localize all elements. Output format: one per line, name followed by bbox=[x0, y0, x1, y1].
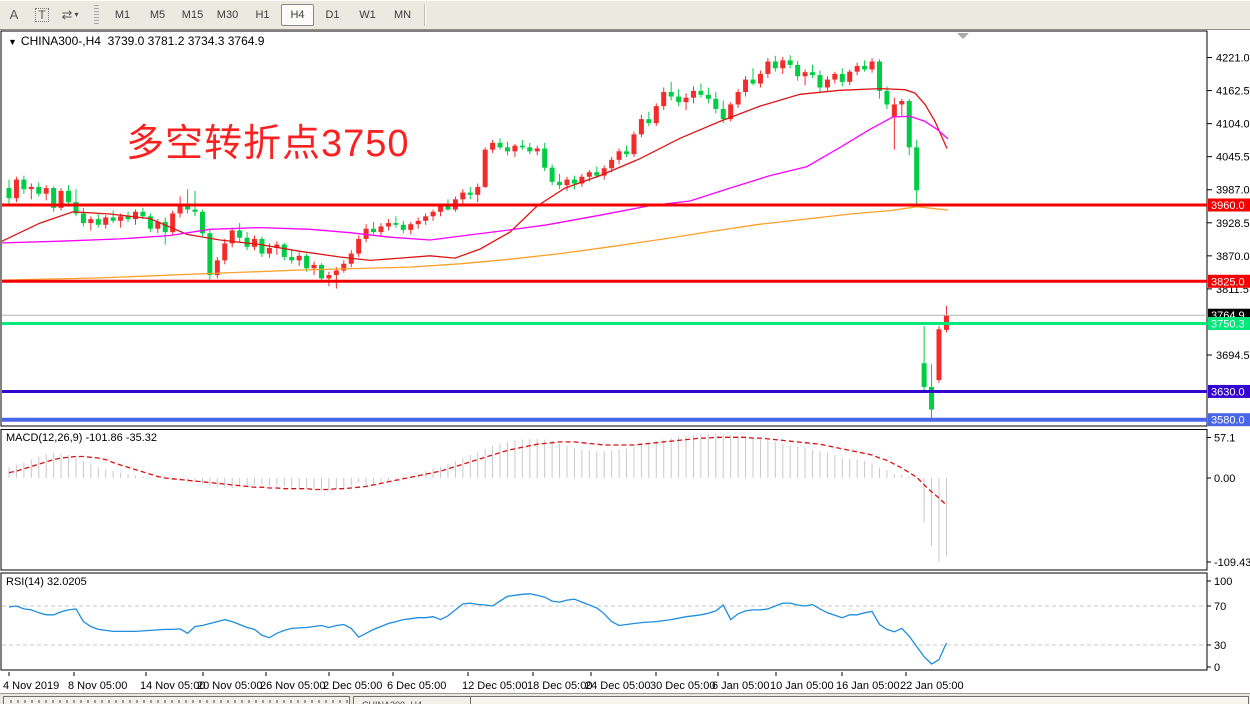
svg-text:3694.5: 3694.5 bbox=[1216, 350, 1250, 362]
tabs-bar-empty-area bbox=[470, 696, 1249, 704]
timeframe-button-group: M1 M5 M15 M30 H1 H4 D1 W1 MN bbox=[105, 3, 420, 26]
indicator-axes: 57.1 0.00 -109.43 100 70 30 0 bbox=[1207, 433, 1250, 674]
horizontal-levels-layer[interactable] bbox=[2, 203, 1207, 422]
collapse-triangle-icon[interactable]: ▼ bbox=[8, 37, 17, 47]
svg-text:18 Dec 05:00: 18 Dec 05:00 bbox=[527, 680, 592, 692]
svg-text:3580.0: 3580.0 bbox=[1211, 415, 1245, 427]
arrow-objects-tool-button[interactable]: ⇄ ▾ bbox=[57, 3, 83, 27]
svg-text:100: 100 bbox=[1214, 576, 1232, 588]
svg-text:30: 30 bbox=[1214, 640, 1226, 652]
chart-toolbar: A T ⇄ ▾ M1 M5 M15 M30 H1 H4 D1 W1 MN bbox=[0, 0, 1250, 30]
svg-text:2 Dec 05:00: 2 Dec 05:00 bbox=[323, 680, 382, 692]
status-bar-clipped bbox=[3, 696, 350, 704]
panel-frame bbox=[0, 30, 1208, 427]
timeframe-button-w1[interactable]: W1 bbox=[359, 8, 376, 21]
chart-text-annotation[interactable]: 多空转折点3750 bbox=[126, 123, 410, 165]
font-tool-button[interactable]: A bbox=[9, 7, 19, 22]
rsi-indicator-label: RSI(14) 32.0205 bbox=[6, 576, 87, 588]
svg-text:14 Nov 05:00: 14 Nov 05:00 bbox=[140, 680, 205, 692]
svg-text:3928.5: 3928.5 bbox=[1216, 218, 1250, 230]
svg-text:0.00: 0.00 bbox=[1214, 473, 1235, 485]
ohlc-values: 3739.0 3781.2 3734.3 3764.9 bbox=[107, 34, 265, 48]
svg-text:10 Jan 05:00: 10 Jan 05:00 bbox=[770, 680, 834, 692]
chart-title: ▼ CHINA300-,H4 3739.0 3781.2 3734.3 3764.… bbox=[8, 34, 264, 48]
text-label-tool-button[interactable]: T bbox=[29, 3, 55, 27]
svg-text:3825.0: 3825.0 bbox=[1211, 276, 1245, 288]
svg-text:70: 70 bbox=[1214, 601, 1226, 613]
timeframe-button-m5[interactable]: M5 bbox=[149, 8, 166, 21]
svg-text:3750.3: 3750.3 bbox=[1211, 318, 1245, 330]
svg-text:3870.0: 3870.0 bbox=[1216, 251, 1250, 263]
symbol-timeframe-label: CHINA300-,H4 bbox=[20, 34, 101, 48]
macd-signal-line bbox=[8, 436, 947, 506]
rsi-layer bbox=[2, 593, 1206, 665]
panel-frame bbox=[0, 429, 1208, 571]
svg-text:57.1: 57.1 bbox=[1214, 433, 1235, 445]
chart-tabs-bar: CHINA300-,H4 bbox=[0, 693, 1250, 704]
chart-tab-china300[interactable]: CHINA300-,H4 bbox=[353, 696, 477, 704]
arrows-icon: ⇄ bbox=[61, 6, 73, 22]
svg-text:0: 0 bbox=[1214, 662, 1220, 674]
svg-text:3960.0: 3960.0 bbox=[1211, 200, 1245, 212]
ma-slow-orange bbox=[2, 206, 949, 281]
timeframe-button-m1[interactable]: M1 bbox=[114, 8, 131, 21]
svg-text:6 Jan 05:00: 6 Jan 05:00 bbox=[712, 680, 770, 692]
text-box-icon: T bbox=[35, 7, 49, 22]
timeframe-button-h1[interactable]: H1 bbox=[255, 8, 270, 21]
svg-text:4162.5: 4162.5 bbox=[1216, 86, 1250, 98]
toolbar-drag-handle[interactable] bbox=[94, 4, 99, 25]
ma-fast-red bbox=[2, 87, 948, 262]
svg-text:16 Jan 05:00: 16 Jan 05:00 bbox=[836, 680, 900, 692]
svg-text:26 Nov 05:00: 26 Nov 05:00 bbox=[260, 680, 325, 692]
timeframe-button-mn[interactable]: MN bbox=[393, 8, 412, 21]
svg-text:4104.0: 4104.0 bbox=[1216, 119, 1250, 131]
timeframe-button-m15[interactable]: M15 bbox=[181, 8, 204, 21]
svg-text:4045.5: 4045.5 bbox=[1216, 152, 1250, 164]
rsi-line bbox=[8, 593, 947, 665]
toolbar-separator bbox=[424, 3, 425, 26]
candles-layer bbox=[6, 55, 949, 419]
svg-text:30 Dec 05:00: 30 Dec 05:00 bbox=[650, 680, 715, 692]
svg-text:12 Dec 05:00: 12 Dec 05:00 bbox=[462, 680, 527, 692]
panel-frame bbox=[0, 572, 1208, 671]
svg-text:4 Nov 2019: 4 Nov 2019 bbox=[3, 680, 59, 692]
svg-text:8 Nov 05:00: 8 Nov 05:00 bbox=[68, 680, 127, 692]
chart-shift-marker-icon[interactable] bbox=[957, 33, 969, 39]
macd-layer bbox=[8, 433, 947, 563]
svg-text:6 Dec 05:00: 6 Dec 05:00 bbox=[387, 680, 446, 692]
svg-text:24 Dec 05:00: 24 Dec 05:00 bbox=[585, 680, 650, 692]
svg-text:3987.0: 3987.0 bbox=[1216, 185, 1250, 197]
moving-averages-layer bbox=[2, 87, 949, 281]
chevron-down-icon[interactable]: ▾ bbox=[74, 10, 79, 19]
svg-text:-109.43: -109.43 bbox=[1214, 557, 1250, 569]
svg-text:3630.0: 3630.0 bbox=[1211, 386, 1245, 398]
timeframe-button-h4[interactable]: H4 bbox=[281, 3, 314, 26]
svg-text:20 Nov 05:00: 20 Nov 05:00 bbox=[197, 680, 262, 692]
svg-text:4221.0: 4221.0 bbox=[1216, 53, 1250, 65]
ma-mid-magenta bbox=[2, 115, 949, 244]
price-axis[interactable]: 4221.0 4162.5 4104.0 4045.5 3987.0 3928.5 3870… bbox=[1207, 53, 1250, 427]
timeframe-button-d1[interactable]: D1 bbox=[325, 8, 340, 21]
timeframe-button-m30[interactable]: M30 bbox=[216, 8, 239, 21]
macd-indicator-label: MACD(12,26,9) -101.86 -35.32 bbox=[6, 432, 158, 444]
svg-text:22 Jan 05:00: 22 Jan 05:00 bbox=[900, 680, 964, 692]
